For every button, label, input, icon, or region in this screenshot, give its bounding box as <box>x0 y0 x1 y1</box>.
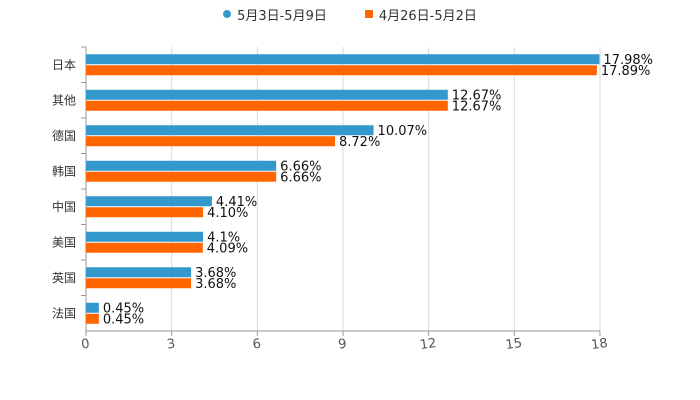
bar-series-2-0 <box>86 65 597 75</box>
bar-series-1-4 <box>86 196 212 206</box>
x-tick-label-18: 18 <box>590 336 608 353</box>
bar-series-2-5 <box>86 243 203 253</box>
x-tick-label-15: 15 <box>505 336 523 353</box>
bar-series-1-7 <box>86 303 99 313</box>
x-tick-label-3: 3 <box>166 337 176 353</box>
bar-chart: 0369121518日本17.98%17.89%其他12.67%12.67%德国… <box>0 0 700 400</box>
data-label-series-2-1: 12.67% <box>452 99 502 114</box>
bar-series-1-3 <box>86 161 276 171</box>
data-label-series-2-3: 6.66% <box>280 170 321 185</box>
x-tick-label-6: 6 <box>252 337 262 353</box>
bar-series-2-4 <box>86 207 203 217</box>
data-label-series-2-2: 8.72% <box>339 135 380 150</box>
bar-series-1-0 <box>86 54 599 64</box>
bar-series-1-2 <box>86 125 374 135</box>
x-tick-label-12: 12 <box>419 336 437 353</box>
data-label-series-2-6: 3.68% <box>195 277 236 292</box>
y-category-label-0: 日本 <box>52 58 76 72</box>
y-category-label-3: 韩国 <box>52 163 76 178</box>
data-label-series-2-0: 17.89% <box>601 64 651 79</box>
bar-series-2-1 <box>86 101 448 111</box>
data-label-series-2-5: 4.09% <box>207 241 248 256</box>
bar-series-2-3 <box>86 172 276 182</box>
bar-series-2-2 <box>86 136 335 146</box>
data-label-series-1-2: 10.07% <box>378 124 428 139</box>
bar-series-1-1 <box>86 90 448 100</box>
x-tick-label-9: 9 <box>337 337 347 353</box>
y-category-label-2: 德国 <box>52 128 76 143</box>
y-category-label-5: 美国 <box>52 235 76 249</box>
data-label-series-2-7: 0.45% <box>103 312 144 327</box>
data-label-series-2-4: 4.10% <box>207 206 248 221</box>
y-category-label-7: 法国 <box>52 306 76 320</box>
bar-series-1-6 <box>86 267 191 277</box>
bar-series-2-6 <box>86 278 191 288</box>
bar-series-1-5 <box>86 232 203 242</box>
y-category-label-4: 中国 <box>52 199 76 214</box>
x-tick-label-0: 0 <box>80 337 90 353</box>
y-category-label-6: 英国 <box>52 271 76 285</box>
bar-series-2-7 <box>86 314 99 324</box>
y-category-label-1: 其他 <box>52 93 76 107</box>
